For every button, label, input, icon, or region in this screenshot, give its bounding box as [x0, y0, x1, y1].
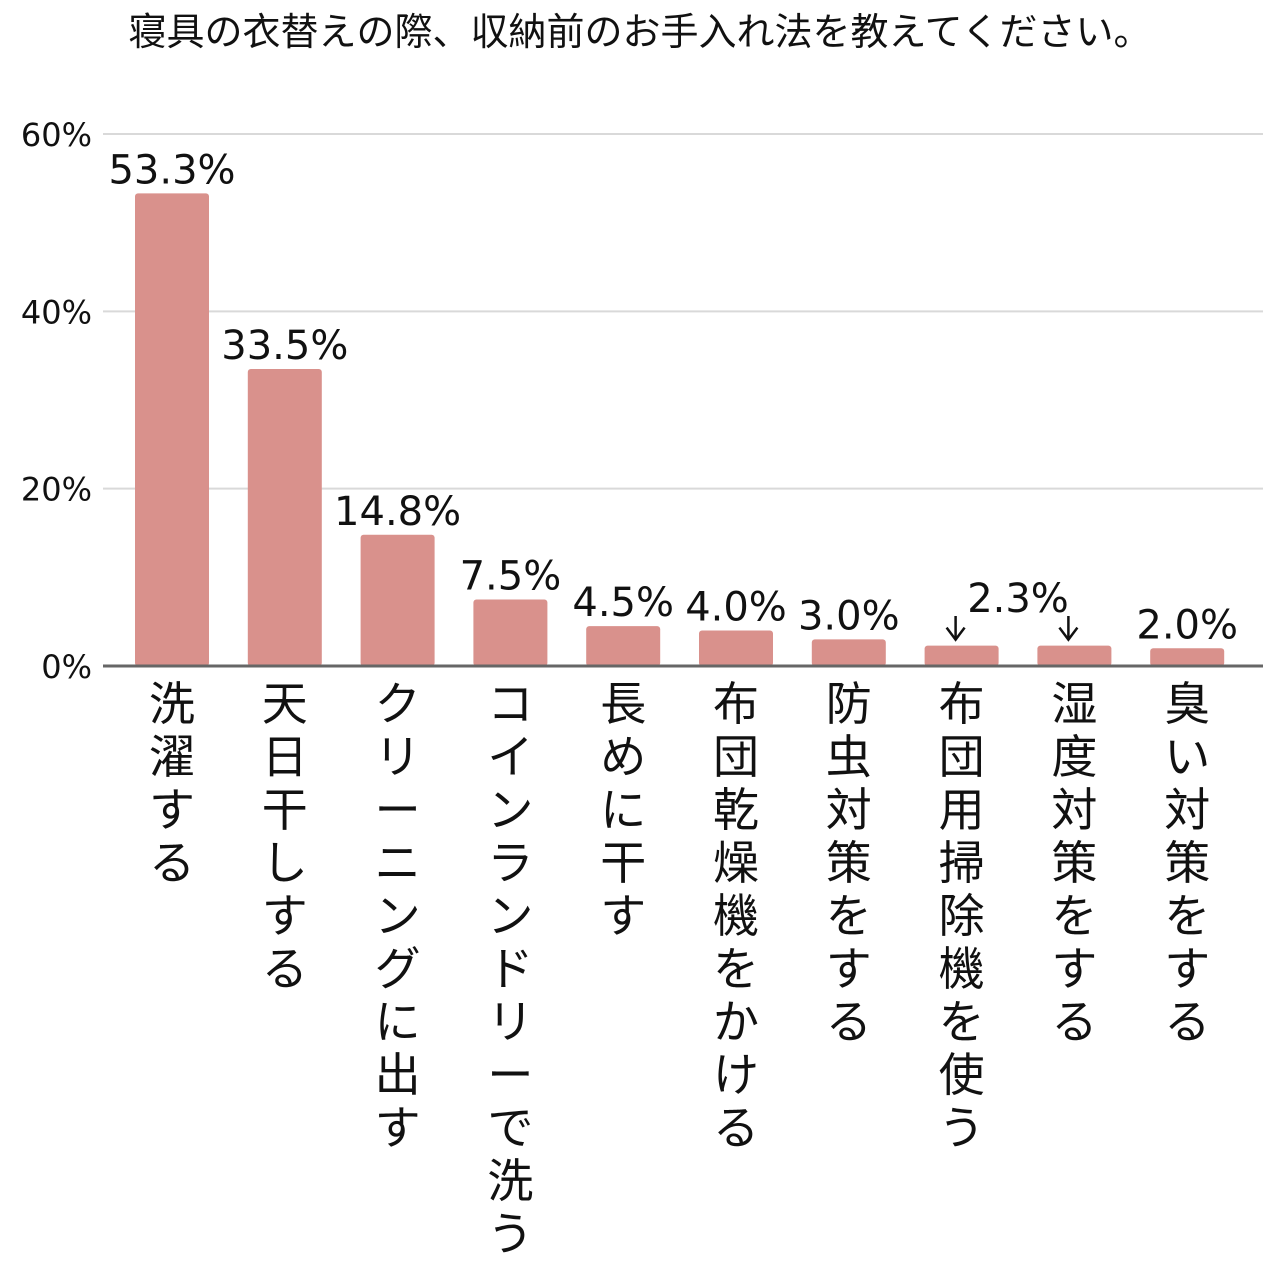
- data-label: 3.0%: [798, 593, 900, 639]
- bar: [1150, 648, 1225, 666]
- category-label: 布団用掃除機を使う: [939, 677, 985, 1155]
- bar: [811, 639, 886, 666]
- y-tick-label: 0%: [41, 648, 92, 686]
- bar: [247, 368, 322, 666]
- y-axis-ticks: 0% 20% 40% 60%: [21, 116, 92, 686]
- category-label: 長めに干す: [600, 677, 646, 943]
- bar: [924, 645, 999, 666]
- chart-title: 寝具の衣替えの際、収納前のお手入れ法を教えてください。: [128, 10, 1152, 54]
- data-label: 14.8%: [334, 489, 461, 535]
- bar: [360, 534, 435, 666]
- bars: [135, 193, 1225, 666]
- category-label: 臭い対策をする: [1164, 677, 1210, 1049]
- bar: [473, 599, 548, 666]
- data-labels: 53.3% 33.5% 14.8% 7.5%4.5% 4.0% 3.0% 2.0% 2.3%: [108, 147, 1238, 648]
- bar: [1037, 645, 1112, 666]
- arrow-head: [945, 626, 966, 642]
- data-label: 2.0%: [1136, 602, 1238, 648]
- y-tick-label: 60%: [21, 116, 92, 154]
- data-label: 53.3%: [108, 147, 235, 193]
- y-tick-label: 20%: [21, 471, 92, 509]
- data-label: 33.5%: [221, 323, 348, 369]
- category-label: 天日干しする: [262, 677, 308, 996]
- category-label: 洗濯する: [149, 677, 195, 890]
- shared-data-label: 2.3%: [967, 576, 1069, 622]
- arrow-head: [1058, 626, 1079, 642]
- category-labels: 洗濯する 天日干しする クリーニングに出す コインランドリーで洗う 長めに干す 布団乾燥機…: [149, 677, 1210, 1261]
- bar: [135, 193, 209, 666]
- data-label: 7.5%: [460, 554, 562, 600]
- category-label: クリーニングに出す: [375, 677, 421, 1155]
- data-label: 4.5%: [572, 580, 674, 626]
- category-label: 布団乾燥機をかける: [713, 677, 759, 1155]
- category-label: コインランドリーで洗う: [487, 677, 533, 1261]
- y-tick-label: 40%: [21, 293, 92, 331]
- category-label: 湿度対策をする: [1051, 677, 1097, 1049]
- bar: [699, 630, 773, 666]
- data-label: 4.0%: [685, 585, 787, 631]
- category-label: 防虫対策をする: [826, 677, 872, 1049]
- bar: [586, 626, 661, 666]
